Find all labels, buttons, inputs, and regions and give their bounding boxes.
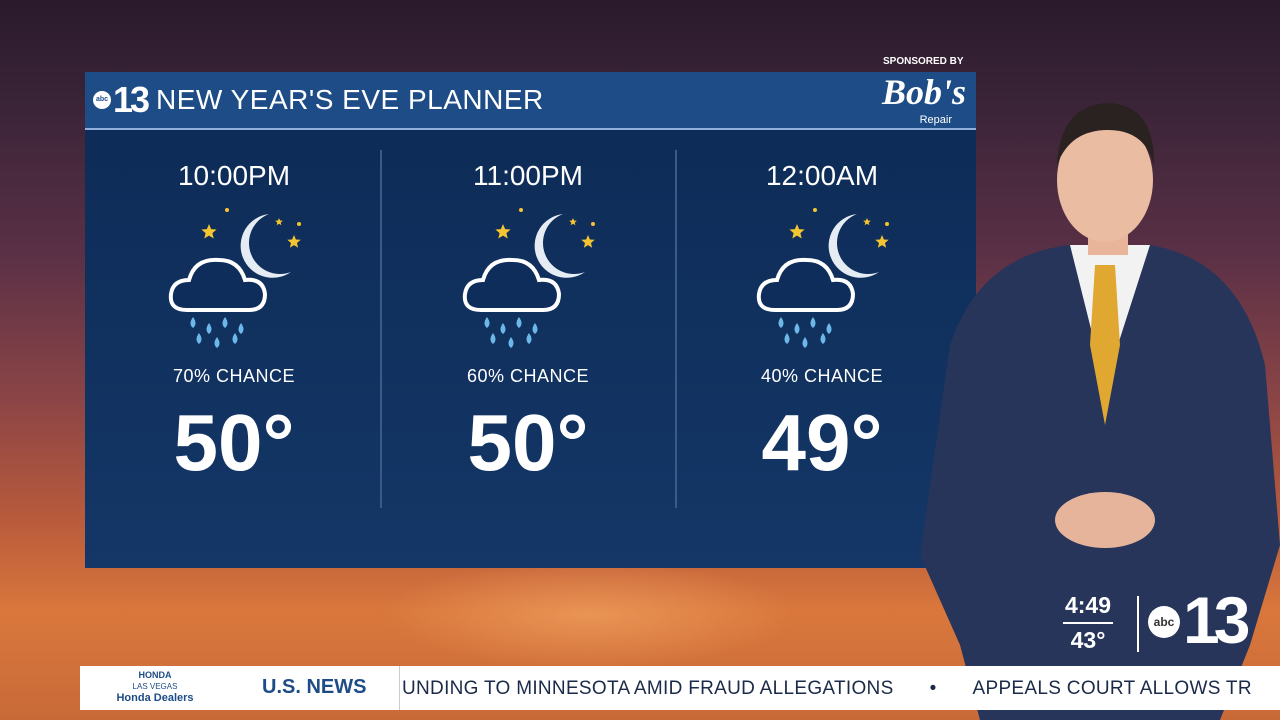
raindrop-icon <box>190 317 196 328</box>
current-temp: 43° <box>1070 627 1106 653</box>
rain-chance: 60% CHANCE <box>466 366 590 386</box>
raindrop-icon <box>516 317 522 328</box>
star-icon <box>875 235 889 248</box>
raindrop-icon <box>526 333 532 344</box>
raindrop-icon <box>232 333 238 344</box>
background-sky <box>380 560 800 670</box>
moon-icon <box>240 214 291 278</box>
raindrop-icon <box>784 333 790 344</box>
cloud-icon <box>168 257 268 312</box>
forecast-column: 12:00AM 40% CHANCE 49° <box>677 150 967 489</box>
star-icon <box>863 218 871 226</box>
raindrop-icon <box>484 317 490 328</box>
station-bug-logo: abc 13 <box>1148 583 1258 658</box>
raindrop-icon <box>794 323 800 334</box>
column-divider <box>380 150 382 508</box>
night-rain-icon <box>453 202 603 352</box>
night-rain-icon <box>159 202 309 352</box>
temperature: 50° <box>173 398 295 487</box>
raindrop-icon <box>206 323 212 334</box>
night-rain-icon <box>747 202 897 352</box>
ticker-sponsor-logo: HONDA LAS VEGAS Honda Dealers <box>116 670 194 704</box>
panel-title: NEW YEAR'S EVE PLANNER <box>156 84 544 115</box>
ticker-text: UNDING TO MINNESOTA AMID FRAUD ALLEGATIO… <box>402 678 1252 699</box>
meteorologist <box>920 103 1280 720</box>
bug-divider <box>1137 596 1139 652</box>
star-icon <box>287 235 301 248</box>
raindrop-icon <box>802 337 808 348</box>
forecast-time: 11:00PM <box>473 160 583 191</box>
raindrop-icon <box>820 333 826 344</box>
raindrop-icon <box>214 337 220 348</box>
panel-header: abc 13 NEW YEAR'S EVE PLANNER Bob's Repai… <box>85 72 976 130</box>
raindrop-icon <box>490 333 496 344</box>
raindrop-icon <box>826 323 832 334</box>
station-logo: abc 13 <box>93 79 153 121</box>
star-icon <box>201 224 217 239</box>
sponsored-by-label: SPONSORED BY <box>883 56 964 67</box>
temperature: 49° <box>761 398 883 487</box>
current-time: 4:49 <box>1064 592 1112 618</box>
cloud-icon <box>756 257 856 312</box>
raindrop-icon <box>196 333 202 344</box>
forecast-column: 10:00PM 70% CHANCE 50° <box>89 150 379 489</box>
star-icon <box>275 218 283 226</box>
time-temp-bug: 4:49 43° <box>1058 592 1118 654</box>
rain-chance: 70% CHANCE <box>172 366 296 386</box>
rain-chance: 40% CHANCE <box>760 366 884 386</box>
raindrop-icon <box>508 337 514 348</box>
column-divider <box>675 150 677 508</box>
sponsor-logo-sub: Repair <box>919 114 952 126</box>
moon-icon <box>534 214 585 278</box>
forecast-time: 12:00AM <box>765 160 879 191</box>
raindrop-icon <box>810 317 816 328</box>
forecast-time: 10:00PM <box>177 160 291 191</box>
ticker-category: U.S. NEWS <box>262 676 367 698</box>
weather-panel: abc 13 NEW YEAR'S EVE PLANNER Bob's Repai… <box>85 72 976 568</box>
moon-icon <box>828 214 879 278</box>
raindrop-icon <box>238 323 244 334</box>
temperature: 50° <box>467 398 589 487</box>
star-icon <box>569 218 577 226</box>
news-ticker: HONDA LAS VEGAS Honda Dealers U.S. NEWS … <box>80 666 1280 710</box>
star-icon <box>789 224 805 239</box>
raindrop-icon <box>500 323 506 334</box>
cloud-icon <box>462 257 562 312</box>
raindrop-icon <box>222 317 228 328</box>
raindrop-icon <box>532 323 538 334</box>
sponsor-logo: Bob's <box>881 72 966 112</box>
star-icon <box>495 224 511 239</box>
star-icon <box>581 235 595 248</box>
raindrop-icon <box>778 317 784 328</box>
forecast-column: 11:00PM 60% CHANCE 50° <box>383 150 673 489</box>
